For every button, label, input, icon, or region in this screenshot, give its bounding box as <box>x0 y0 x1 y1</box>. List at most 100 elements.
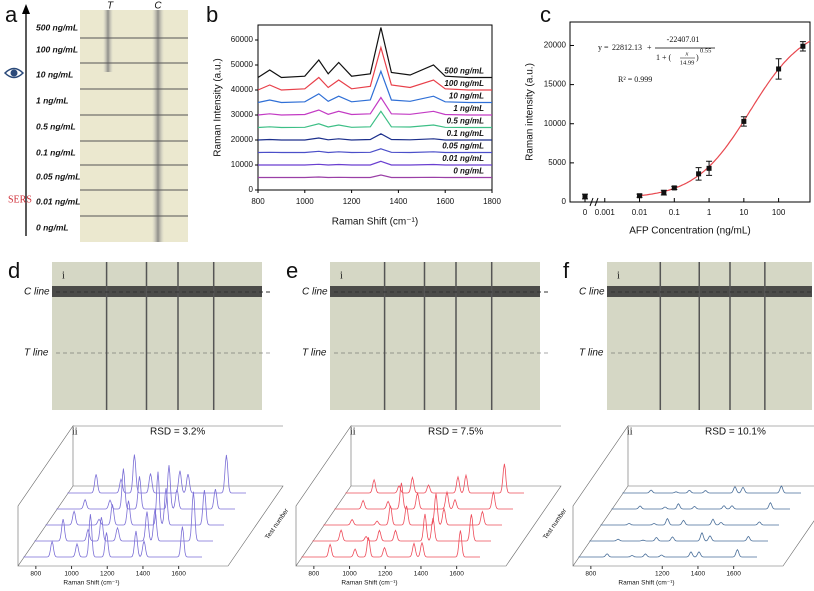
y-tick-label: 5000 <box>548 158 566 167</box>
detector-label: SERS <box>8 194 32 205</box>
panel-letter: e <box>286 258 298 283</box>
concentration-label: 10 ng/mL <box>36 69 73 79</box>
spectrum-line <box>257 96 492 116</box>
equation-text: -22407.01 <box>667 35 700 44</box>
concentration-label: 500 ng/mL <box>36 22 78 32</box>
y-tick-label: 30000 <box>231 110 254 119</box>
data-point <box>637 193 643 199</box>
arrow-head <box>22 4 30 14</box>
equation-text: y = <box>598 43 609 52</box>
equation-text: + <box>647 43 652 52</box>
spectrum-line <box>257 69 492 104</box>
x-tick-label: 1600 <box>726 571 741 578</box>
x-axis-title: Raman Shift (cm⁻¹) <box>332 217 418 228</box>
data-point <box>696 171 702 177</box>
spectrum-line <box>257 110 492 129</box>
lane-label: C <box>154 1 162 12</box>
concentration-label: 0.01 ng/mL <box>36 196 80 206</box>
equation-text: ) <box>696 53 699 62</box>
waterfall-spectrum <box>323 493 502 526</box>
series-label: 0.1 ng/mL <box>447 129 484 138</box>
eye-icon <box>3 67 25 79</box>
x-tick-label: 1200 <box>378 571 393 578</box>
data-point <box>661 190 667 196</box>
y-tick-label: 50000 <box>231 60 254 69</box>
strip-photo <box>330 262 540 410</box>
r-squared: R² = 0.999 <box>618 75 652 84</box>
spectra-label: ii <box>72 426 78 437</box>
spectrum-line <box>258 160 492 166</box>
waterfall-spectrum <box>622 485 801 494</box>
series-label: 0.5 ng/mL <box>447 117 484 126</box>
x-tick-label: 1600 <box>436 197 454 206</box>
x-axis-title: Raman Shift (cm⁻¹) <box>63 580 119 587</box>
data-point <box>671 185 677 191</box>
panel-letter: b <box>206 2 218 27</box>
x-tick-label: 0.01 <box>632 208 648 217</box>
panel-letter: f <box>563 258 570 283</box>
x-tick-label: 1600 <box>171 571 186 578</box>
plot-frame <box>569 21 811 203</box>
y-axis-title: Raman intensity (a.u.) <box>525 63 536 161</box>
x-axis-title: Raman Shift (cm⁻¹) <box>618 580 674 587</box>
x-tick-label: 1400 <box>414 571 429 578</box>
series-label: 100 ng/mL <box>444 79 484 88</box>
data-point <box>776 66 782 72</box>
waterfall-spectrum <box>56 465 235 510</box>
y-tick-label: 60000 <box>231 35 254 44</box>
fit-curve <box>639 40 811 197</box>
x-tick-label: 1000 <box>296 197 314 206</box>
equation-text: 14.99 <box>680 59 695 66</box>
rsd-label: RSD = 3.2% <box>150 427 205 438</box>
y-tick-label: 0 <box>562 197 567 206</box>
spectra-label: ii <box>350 426 356 437</box>
concentration-label: 0.1 ng/mL <box>36 147 76 157</box>
series-label: 10 ng/mL <box>449 92 484 101</box>
t-line-label: T line <box>302 348 327 359</box>
x-axis-title: Raman Shift (cm⁻¹) <box>341 580 397 587</box>
x-tick-label: 1400 <box>390 197 408 206</box>
z-axis-title: Test number <box>264 507 291 541</box>
x-tick-label: 1000 <box>64 571 79 578</box>
x-tick-label: 10 <box>739 208 748 217</box>
spectra-label: ii <box>627 426 633 437</box>
rsd-label: RSD = 10.1% <box>705 427 766 438</box>
waterfall-spectrum <box>312 513 491 542</box>
concentration-label: 0 ng/mL <box>36 222 69 232</box>
strip-photo <box>80 10 188 242</box>
y-tick-label: 0 <box>249 185 254 194</box>
waterfall-spectrum <box>600 517 779 526</box>
data-point <box>706 165 712 171</box>
axis-break <box>589 197 599 207</box>
waterfall-frame <box>295 425 562 567</box>
equation-text: 22812.13 <box>612 43 642 52</box>
x-tick-label: 800 <box>251 197 265 206</box>
x-tick-label: 0.1 <box>669 208 681 217</box>
strip-photo <box>52 262 262 410</box>
x-tick-label: 800 <box>308 571 319 578</box>
t-line-label: T line <box>24 348 49 359</box>
c-line-label: C line <box>302 287 328 298</box>
x-tick-label: 1600 <box>449 571 464 578</box>
c-line-label: C line <box>579 287 605 298</box>
waterfall-spectrum <box>45 471 224 526</box>
x-tick-label: 1400 <box>691 571 706 578</box>
y-tick-label: 20000 <box>544 41 567 50</box>
z-axis-title: Test number <box>542 507 569 541</box>
x-tick-label: 1800 <box>483 197 501 206</box>
concentration-label: 1 ng/mL <box>36 95 69 105</box>
equation-text: 0.55 <box>700 47 711 54</box>
equation-text: x <box>685 50 689 57</box>
spectrum-line <box>258 174 492 179</box>
waterfall-spectrum <box>67 454 246 494</box>
series-label: 0 ng/mL <box>453 167 484 176</box>
waterfall-spectrum <box>611 502 790 510</box>
data-point <box>582 194 588 200</box>
panel-letter: c <box>540 2 551 27</box>
x-tick-label: 100 <box>772 208 786 217</box>
equation-text: 1 + ( <box>656 53 672 62</box>
photo-label: i <box>340 270 343 281</box>
panel-letter: d <box>8 258 20 283</box>
waterfall-spectrum <box>34 491 213 542</box>
